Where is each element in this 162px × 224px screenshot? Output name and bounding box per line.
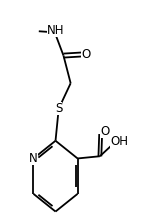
- Text: O: O: [100, 125, 109, 138]
- Text: S: S: [55, 102, 62, 115]
- Text: O: O: [81, 48, 90, 61]
- Text: N: N: [29, 152, 38, 165]
- Text: NH: NH: [47, 24, 64, 37]
- Text: OH: OH: [110, 135, 128, 148]
